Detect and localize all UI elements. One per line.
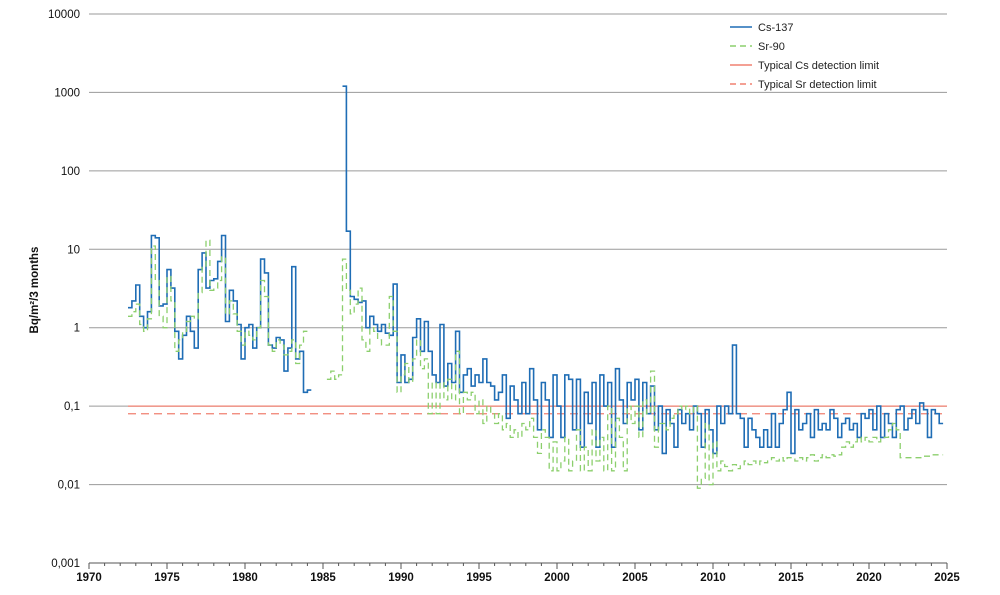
x-tick-label: 1995 — [466, 572, 492, 584]
legend-label: Typical Cs detection limit — [758, 60, 879, 72]
legend-label: Sr-90 — [758, 41, 785, 53]
legend: Cs-137 Sr-90 Typical Cs detection limit Typ… — [730, 22, 879, 91]
x-tick-label: 2025 — [934, 572, 960, 584]
y-tick-label: 0,001 — [51, 558, 80, 570]
y-tick-label: 0,1 — [64, 401, 80, 413]
y-tick-label: 10 — [67, 244, 80, 256]
y-axis-title: Bq/m²/3 months — [29, 247, 41, 334]
x-tick-label: 1990 — [388, 572, 414, 584]
y-tick-label: 1000 — [54, 87, 80, 99]
x-tick-label: 2010 — [700, 572, 726, 584]
data-series — [128, 85, 944, 489]
x-tick-label: 2015 — [778, 572, 804, 584]
y-tick-label: 100 — [61, 166, 80, 178]
sr90-series-line — [128, 239, 944, 489]
x-tick-label: 2000 — [544, 572, 570, 584]
x-tick-label: 1980 — [232, 572, 258, 584]
y-tick-label: 10000 — [48, 9, 80, 21]
x-tick-label: 1985 — [310, 572, 336, 584]
x-tick-label: 2020 — [856, 572, 882, 584]
legend-label: Typical Sr detection limit — [758, 79, 877, 91]
x-tick-label: 1975 — [154, 572, 180, 584]
x-tick-label: 2005 — [622, 572, 648, 584]
axes: 0,001 0,01 0,1 1 10 100 1000 10000 1970 1975 1980 1… — [48, 9, 960, 584]
x-tick-label: 1970 — [76, 572, 102, 584]
cs137-series-line — [128, 85, 944, 455]
y-tick-label: 1 — [74, 323, 80, 335]
legend-label: Cs-137 — [758, 22, 793, 34]
y-tick-label: 0,01 — [58, 480, 80, 492]
